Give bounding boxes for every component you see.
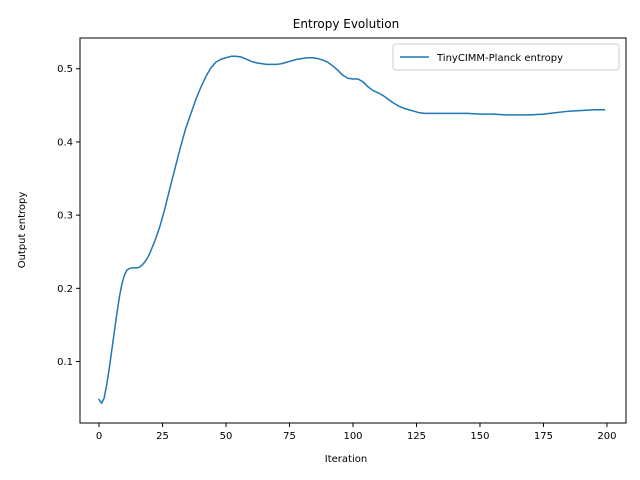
x-tick-label: 175 (534, 431, 553, 442)
y-tick-label: 0.5 (57, 64, 73, 75)
x-axis-ticks: 0 25 50 75 100 125 150 175 200 (96, 423, 617, 442)
x-axis-label: Iteration (325, 454, 367, 465)
y-tick-label: 0.4 (57, 137, 73, 148)
x-tick-label: 150 (470, 431, 489, 442)
x-tick-label: 75 (283, 431, 296, 442)
axes-frame (79, 37, 627, 424)
series-line-entropy (98, 55, 606, 404)
y-axis-ticks: 0.1 0.2 0.3 0.4 0.5 (57, 64, 80, 368)
legend-label: TinyCIMM-Planck entropy (436, 53, 563, 64)
x-tick-label: 125 (407, 431, 426, 442)
chart-title: Entropy Evolution (293, 17, 399, 31)
y-tick-label: 0.2 (57, 284, 73, 295)
x-tick-label: 100 (343, 431, 362, 442)
plot-area (98, 55, 606, 404)
y-tick-label: 0.3 (57, 211, 73, 222)
y-axis-label: Output entropy (17, 192, 28, 269)
x-tick-label: 50 (220, 431, 233, 442)
x-tick-label: 25 (156, 431, 169, 442)
legend: TinyCIMM-Planck entropy (392, 43, 620, 71)
legend-box (392, 43, 620, 71)
y-tick-label: 0.1 (57, 357, 73, 368)
x-tick-label: 200 (597, 431, 616, 442)
x-tick-label: 0 (96, 431, 102, 442)
